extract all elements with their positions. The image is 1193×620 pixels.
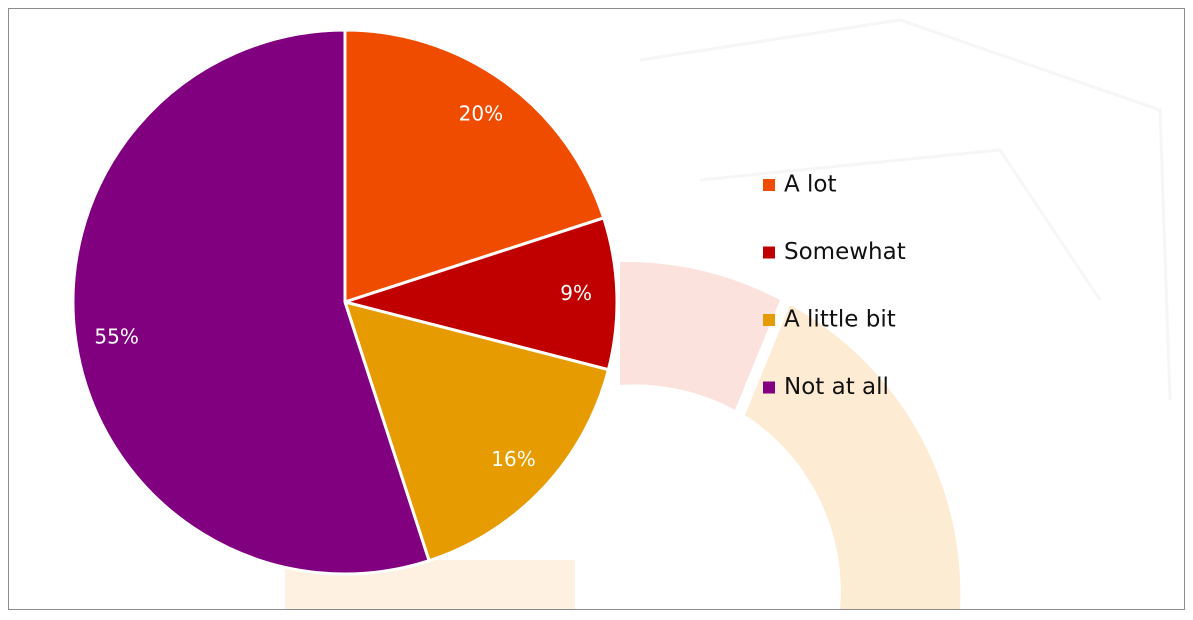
- pie: 20% 9% 16% 55%: [73, 30, 617, 574]
- data-label: 16%: [491, 447, 535, 471]
- legend-label: A lot: [784, 172, 837, 198]
- legend-swatch: [763, 314, 775, 326]
- page: 20% 9% 16% 55% A lot Somewhat A little bit Not…: [0, 0, 1193, 620]
- legend-label: Not at all: [784, 374, 889, 400]
- legend-label: A little bit: [784, 307, 896, 333]
- legend-swatch: [763, 179, 775, 191]
- legend-label: Somewhat: [784, 239, 906, 265]
- data-label: 55%: [94, 325, 138, 349]
- legend-swatch: [763, 247, 775, 259]
- chart: 20% 9% 16% 55% A lot Somewhat A little bit Not…: [0, 0, 1193, 620]
- data-label: 9%: [560, 281, 592, 305]
- data-label: 20%: [459, 101, 503, 125]
- legend-swatch: [763, 382, 775, 394]
